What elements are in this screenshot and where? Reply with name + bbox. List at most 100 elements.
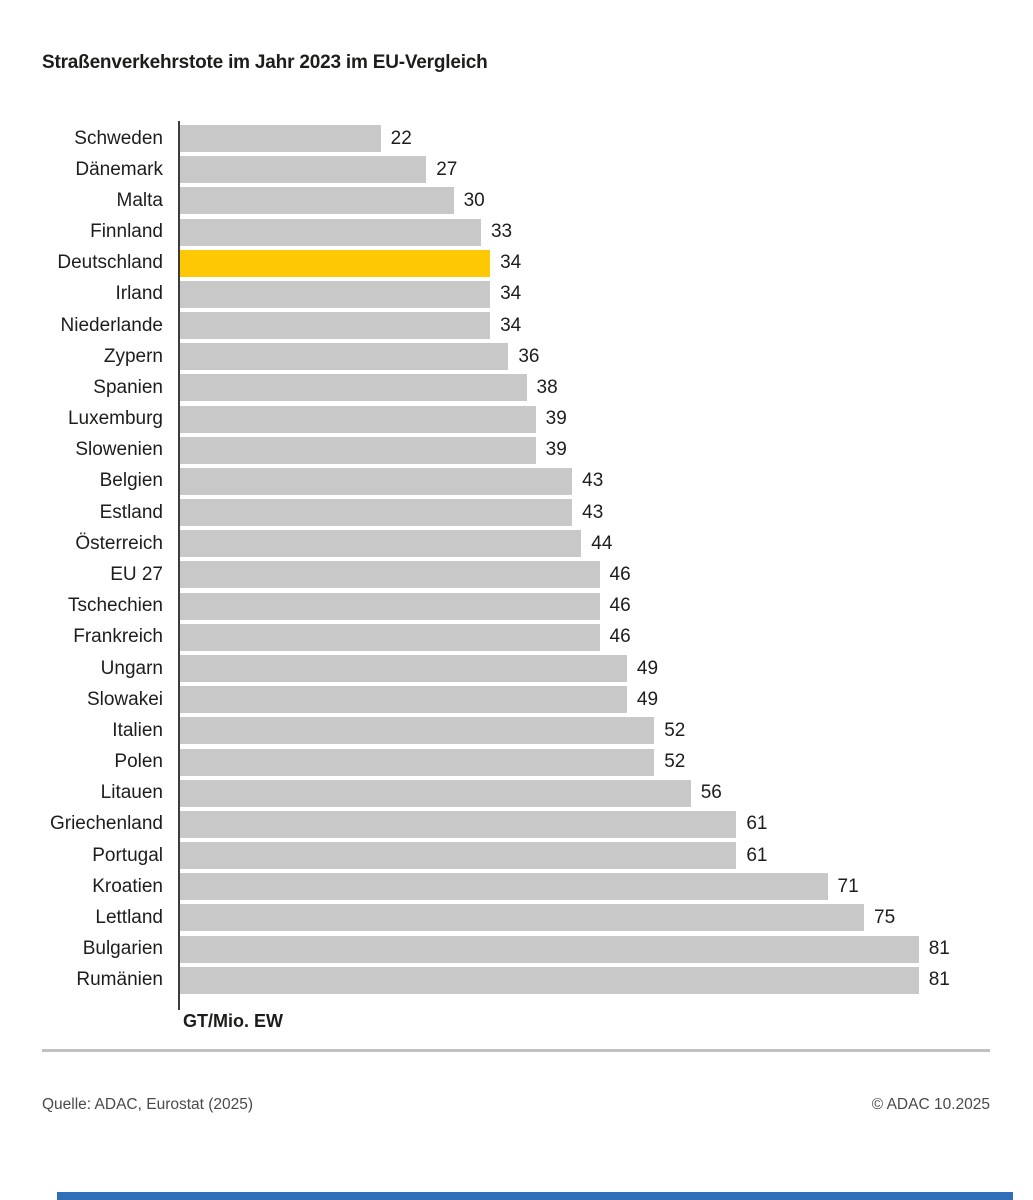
bar-row: Deutschland 34 xyxy=(0,248,1033,279)
value-label: 34 xyxy=(500,283,522,305)
category-label: Niederlande xyxy=(60,314,163,336)
value-label: 56 xyxy=(700,782,722,804)
bar-chart: Schweden 22 Dänemark 27 Malta 30 Finnland 33 Deu… xyxy=(0,123,1033,996)
category-label: Schweden xyxy=(74,127,163,149)
category-label: Griechenland xyxy=(49,813,163,835)
category-label: Polen xyxy=(114,751,163,773)
value-label: 46 xyxy=(609,563,631,585)
bar xyxy=(180,810,737,838)
bar-row: Luxemburg 39 xyxy=(0,404,1033,435)
category-label: Slowenien xyxy=(75,439,163,461)
bottom-accent-bar xyxy=(57,1192,1013,1200)
value-label: 49 xyxy=(636,657,659,679)
value-label: 43 xyxy=(582,470,604,492)
value-label: 30 xyxy=(463,189,485,211)
bar-row: Österreich 44 xyxy=(0,528,1033,559)
category-label: Slowakei xyxy=(86,688,163,710)
bar-row: Ungarn 49 xyxy=(0,653,1033,684)
value-label: 44 xyxy=(591,532,613,554)
bar-row: Bulgarien 81 xyxy=(0,933,1033,964)
footer-divider xyxy=(42,1049,990,1052)
category-label: Bulgarien xyxy=(82,938,163,960)
bar xyxy=(180,374,527,402)
bar-row: Estland 43 xyxy=(0,497,1033,528)
value-label: 36 xyxy=(518,345,540,367)
category-label: Spanien xyxy=(93,376,163,398)
bar xyxy=(180,655,627,682)
x-axis-label: GT/Mio. EW xyxy=(183,1011,283,1031)
bar xyxy=(180,530,582,558)
value-label: 38 xyxy=(536,376,558,398)
category-label: Italien xyxy=(112,719,163,741)
category-label: Dänemark xyxy=(75,158,163,180)
bar-row: Rumänien 81 xyxy=(0,965,1033,996)
category-label: Belgien xyxy=(99,470,163,492)
y-axis-line xyxy=(178,121,180,1010)
bar-row: Malta 30 xyxy=(0,185,1033,216)
bar xyxy=(180,748,655,776)
source-text: Quelle: ADAC, Eurostat (2025) xyxy=(42,1096,254,1113)
value-label: 52 xyxy=(664,719,686,741)
bar xyxy=(180,717,655,745)
category-label: Estland xyxy=(99,501,163,523)
footer: Quelle: ADAC, Eurostat (2025) © ADAC 10.… xyxy=(42,1096,990,1114)
category-label: Deutschland xyxy=(57,252,163,274)
value-label: 75 xyxy=(874,906,896,928)
bar xyxy=(180,966,919,994)
bar-row: Schweden 22 xyxy=(0,123,1033,154)
bar xyxy=(180,312,491,340)
value-label: 34 xyxy=(500,314,522,336)
bar xyxy=(180,218,481,246)
value-label: 49 xyxy=(636,688,659,710)
bar xyxy=(180,156,427,184)
value-label: 39 xyxy=(545,408,567,430)
bar xyxy=(180,842,737,870)
bar xyxy=(180,561,600,589)
bar xyxy=(180,187,454,215)
bar-row: EU 27 46 xyxy=(0,559,1033,590)
bar-rows: Schweden 22 Dänemark 27 Malta 30 Finnland 33 Deu… xyxy=(0,123,1033,996)
category-label: Ungarn xyxy=(100,657,163,679)
bar xyxy=(180,125,381,153)
value-label: 46 xyxy=(609,626,631,648)
copyright-text: © ADAC 10.2025 xyxy=(871,1096,990,1113)
value-label: 81 xyxy=(928,938,950,960)
bar xyxy=(180,873,828,901)
category-label: Portugal xyxy=(92,844,163,866)
bar-row: Dänemark 27 xyxy=(0,154,1033,185)
category-label: Österreich xyxy=(75,532,163,554)
bar-row: Lettland 75 xyxy=(0,902,1033,933)
bar-row: Slowakei 49 xyxy=(0,684,1033,715)
value-label: 81 xyxy=(928,969,950,991)
bar-row: Frankreich 46 xyxy=(0,622,1033,653)
bar xyxy=(180,904,864,932)
bar-row: Belgien 43 xyxy=(0,466,1033,497)
category-label: Rumänien xyxy=(76,969,163,991)
bar-row: Tschechien 46 xyxy=(0,591,1033,622)
category-label: Kroatien xyxy=(92,875,163,897)
value-label: 34 xyxy=(500,252,522,274)
category-label: Irland xyxy=(115,283,163,305)
category-label: Tschechien xyxy=(67,595,163,617)
value-label: 61 xyxy=(746,844,768,866)
value-label: 61 xyxy=(746,813,768,835)
value-label: 43 xyxy=(582,501,604,523)
value-label: 33 xyxy=(490,221,513,243)
bar-row: Kroatien 71 xyxy=(0,871,1033,902)
bar-row: Slowenien 39 xyxy=(0,435,1033,466)
bar-row: Zypern 36 xyxy=(0,341,1033,372)
bar-row: Finnland 33 xyxy=(0,217,1033,248)
value-label: 39 xyxy=(545,439,567,461)
bar-row: Griechenland 61 xyxy=(0,809,1033,840)
category-label: EU 27 xyxy=(110,563,163,585)
bar-row: Portugal 61 xyxy=(0,840,1033,871)
bar xyxy=(180,592,600,620)
category-label: Malta xyxy=(116,189,163,211)
bar xyxy=(180,467,573,495)
bar-row: Spanien 38 xyxy=(0,372,1033,403)
value-label: 71 xyxy=(837,875,859,897)
chart-title: Straßenverkehrstote im Jahr 2023 im EU-V… xyxy=(42,52,488,73)
value-label: 22 xyxy=(390,127,412,149)
bar-row: Niederlande 34 xyxy=(0,310,1033,341)
